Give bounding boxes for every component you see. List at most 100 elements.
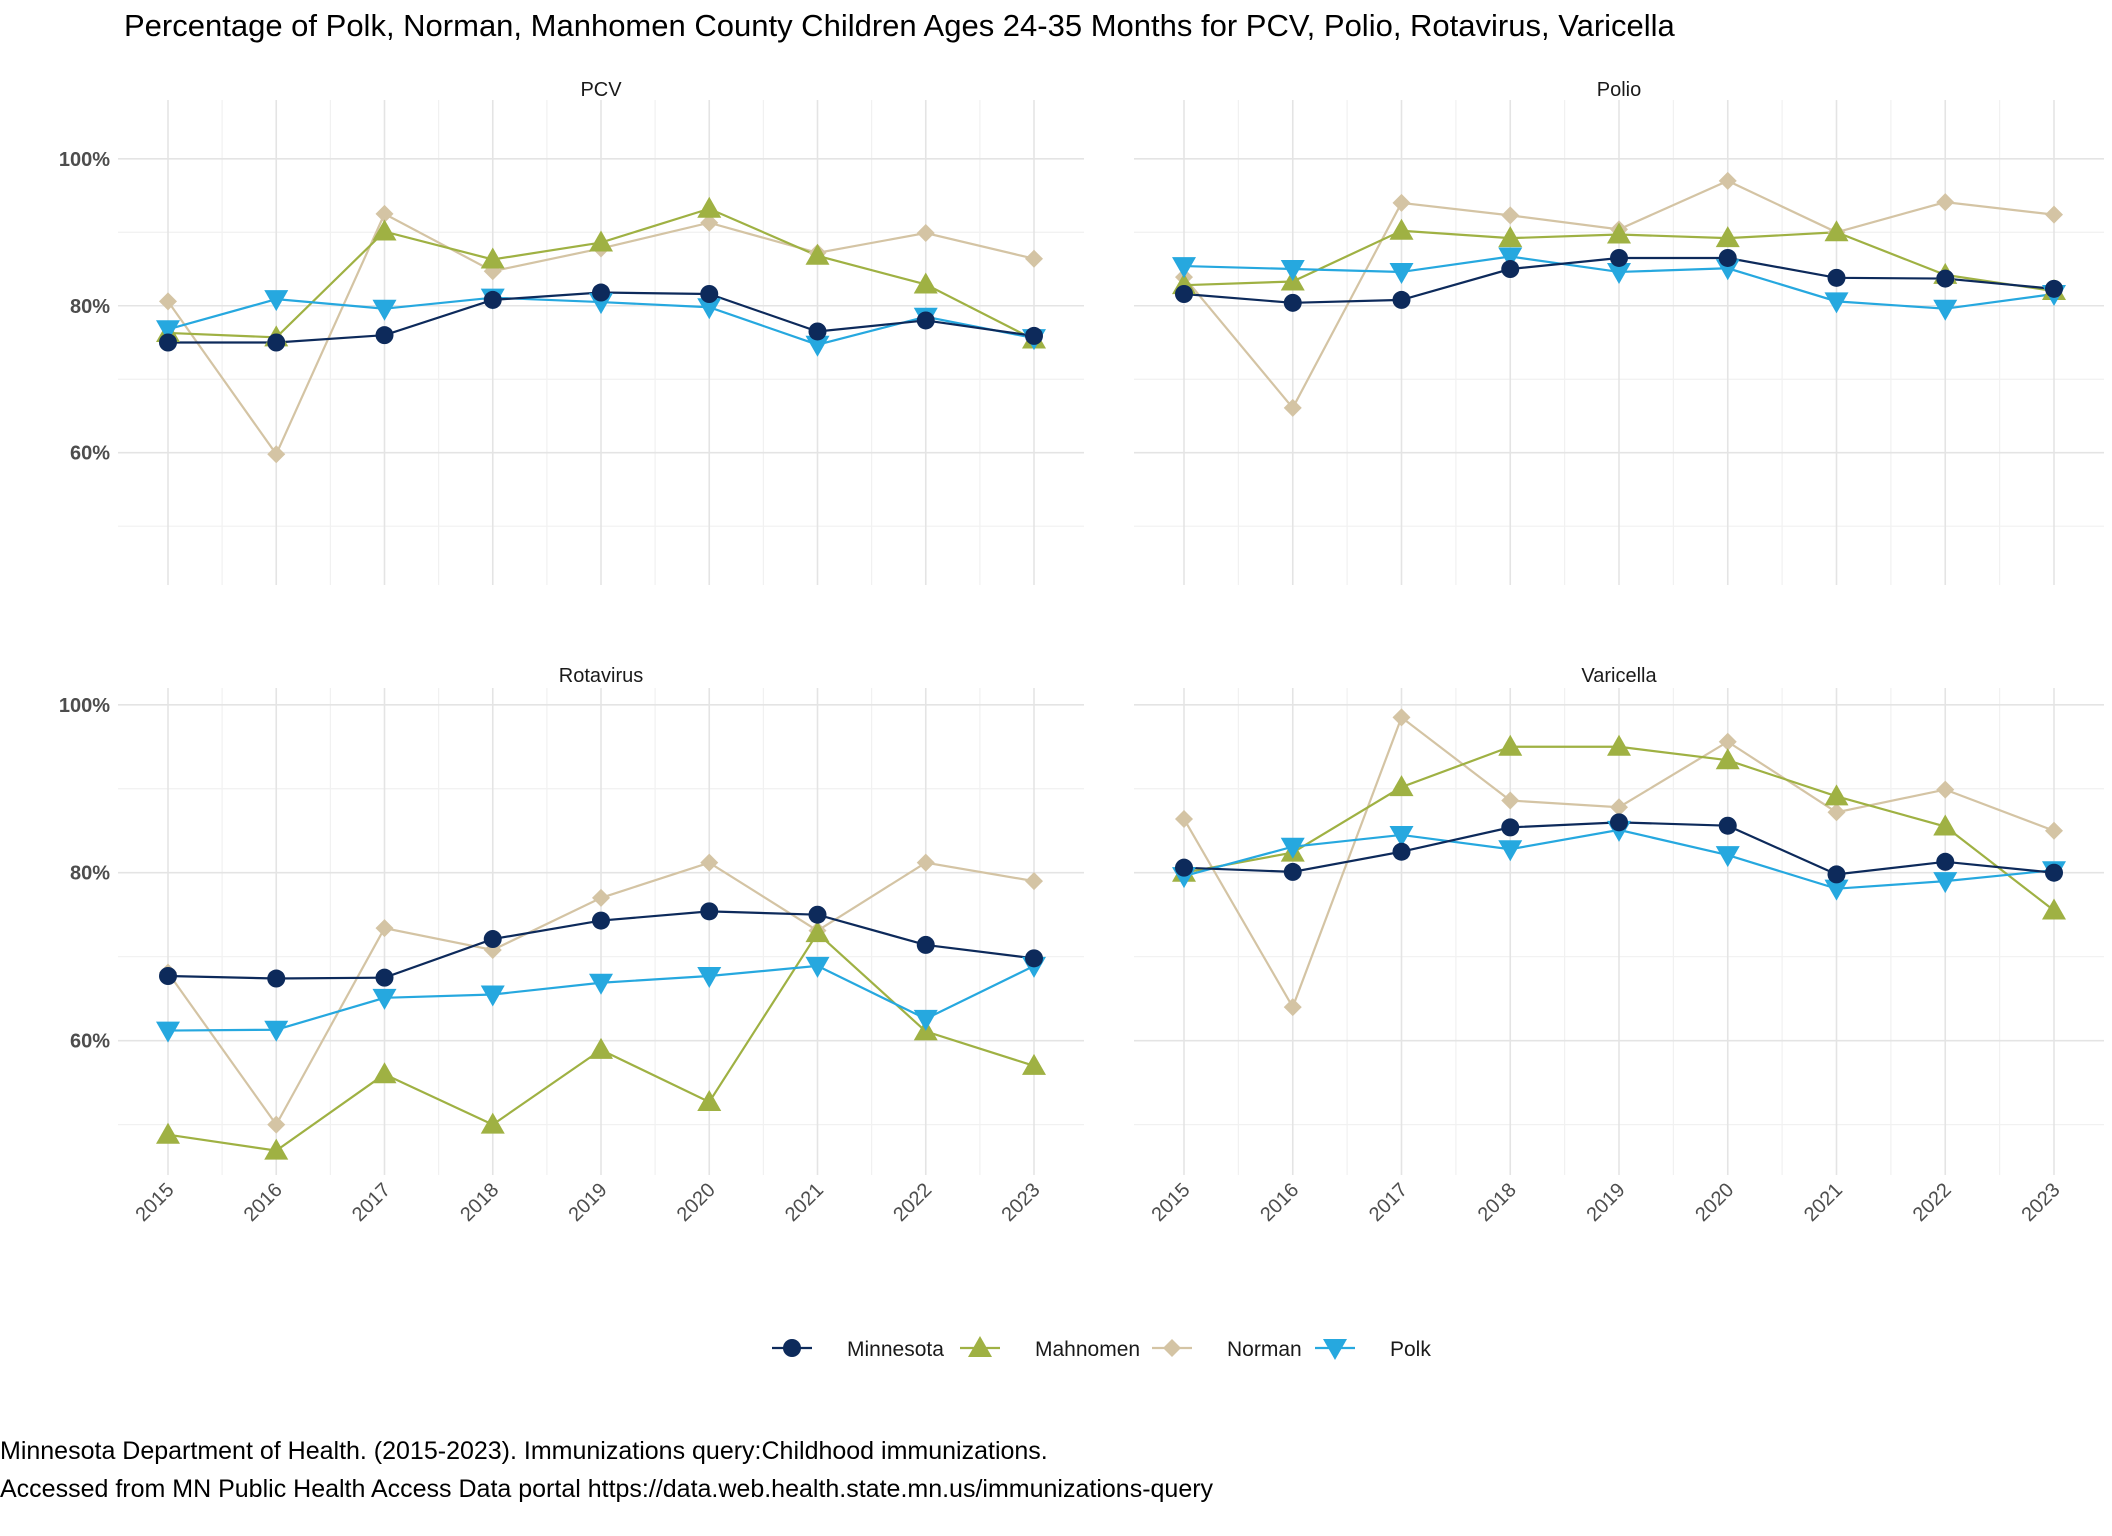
x-tick-label: 2022 [889, 1179, 936, 1226]
data-point-mahnomen [1824, 220, 1849, 242]
data-point-minnesota [267, 333, 286, 352]
data-point-polk [913, 1009, 938, 1031]
data-point-mahnomen [372, 219, 397, 241]
data-point-polk [805, 956, 830, 978]
chart-title: Percentage of Polk, Norman, Manhomen Cou… [124, 8, 1675, 43]
data-point-norman [2045, 205, 2063, 224]
data-point-minnesota [483, 290, 502, 309]
data-point-norman [267, 1115, 286, 1134]
legend-label-mahnomen: Mahnomen [1035, 1338, 1140, 1361]
data-point-polk [1389, 262, 1414, 284]
data-point-mahnomen [589, 1037, 613, 1059]
data-point-minnesota [1175, 858, 1193, 877]
panel-varicella: Varicella 2015 2016 2017 2018 2019 2020 2021 202… [1134, 665, 2104, 1226]
data-point-minnesota [1025, 326, 1043, 345]
legend: Minnesota Mahnomen Norman Polk [772, 1336, 1431, 1361]
data-point-minnesota [700, 902, 719, 921]
data-point-norman [267, 445, 286, 464]
x-tick-label: 2017 [348, 1179, 395, 1226]
source-note: Minnesota Department of Health. (2015-20… [0, 1432, 1213, 1508]
data-point-polk [156, 1021, 180, 1043]
data-point-minnesota [1283, 293, 1302, 312]
data-point-polk [1933, 872, 1958, 894]
x-tick-label: 2019 [565, 1179, 612, 1226]
panel-rotavirus: Rotavirus 60% 80% 100% 2015 2016 2017 2018 2019 2… [59, 665, 1084, 1226]
y-tick-label: 60% [70, 443, 110, 465]
y-tick-label: 80% [70, 863, 110, 885]
data-point-polk [1280, 260, 1305, 282]
data-point-polk [156, 320, 180, 342]
data-point-norman [916, 224, 935, 243]
y-tick-label: 100% [59, 149, 110, 171]
data-point-norman [1392, 193, 1411, 212]
x-tick-label: 2016 [240, 1179, 287, 1226]
panel-title-polio: Polio [1597, 79, 1641, 101]
data-point-mahnomen [1022, 1053, 1046, 1075]
x-tick-label: 2018 [1474, 1179, 1521, 1226]
data-point-polk [1280, 837, 1305, 859]
data-point-minnesota [483, 930, 502, 949]
x-tick-label: 2017 [1365, 1179, 1412, 1226]
x-tick-label: 2015 [132, 1179, 179, 1226]
panel-title-rotavirus: Rotavirus [559, 665, 643, 687]
data-point-mahnomen [1498, 226, 1523, 248]
data-point-mahnomen [1715, 226, 1740, 248]
x-tick-label: 2023 [2018, 1179, 2065, 1226]
data-point-norman [1936, 193, 1955, 212]
x-tick-label: 2022 [1909, 1179, 1956, 1226]
data-point-polk [1824, 879, 1849, 901]
data-point-minnesota [1392, 842, 1411, 861]
data-point-norman [700, 853, 719, 872]
legend-label-minnesota: Minnesota [847, 1338, 944, 1361]
data-point-norman [159, 292, 177, 311]
data-point-polk [1389, 825, 1414, 847]
x-tick-label: 2015 [1148, 1179, 1195, 1226]
y-tick-label: 80% [70, 296, 110, 318]
panel-title-varicella: Varicella [1581, 665, 1657, 687]
data-point-minnesota [1501, 260, 1520, 279]
data-point-norman [1283, 998, 1302, 1017]
data-point-minnesota [2045, 863, 2063, 882]
data-point-mahnomen [264, 1138, 289, 1160]
data-point-norman [592, 888, 610, 907]
data-point-mahnomen [805, 243, 830, 265]
y-tick-label: 60% [70, 1031, 110, 1053]
data-point-norman [1610, 798, 1628, 817]
data-point-polk [697, 967, 722, 989]
data-point-norman [1175, 809, 1193, 828]
data-point-polk [1498, 840, 1523, 862]
x-tick-label: 2020 [673, 1179, 720, 1226]
data-point-norman [375, 919, 394, 938]
data-point-norman [700, 213, 719, 232]
data-point-mahnomen [1389, 218, 1414, 240]
data-point-mahnomen [2042, 898, 2066, 920]
data-point-minnesota [592, 911, 610, 930]
data-point-minnesota [1501, 818, 1520, 837]
data-point-minnesota [700, 285, 719, 303]
x-tick-label: 2020 [1691, 1179, 1738, 1226]
data-point-mahnomen [1607, 222, 1631, 244]
data-point-polk [264, 290, 289, 312]
data-point-minnesota [916, 311, 935, 330]
data-point-norman [1718, 732, 1737, 751]
legend-key-marker-minnesota [783, 1339, 801, 1357]
x-tick-label: 2016 [1256, 1179, 1303, 1226]
data-point-polk [697, 298, 722, 320]
x-tick-label: 2018 [456, 1179, 503, 1226]
data-point-polk [1607, 262, 1631, 284]
data-point-minnesota [159, 333, 177, 352]
data-point-mahnomen [1824, 784, 1849, 806]
data-point-mahnomen [697, 1089, 722, 1111]
data-point-minnesota [1392, 290, 1411, 309]
data-point-minnesota [808, 905, 827, 924]
data-point-mahnomen [480, 247, 505, 269]
data-point-minnesota [267, 969, 286, 988]
data-point-minnesota [159, 967, 177, 986]
data-point-norman [1501, 206, 1520, 225]
data-point-minnesota [1610, 813, 1628, 832]
data-point-polk [1172, 257, 1196, 279]
data-point-mahnomen [480, 1112, 505, 1134]
data-point-mahnomen [1389, 775, 1414, 797]
data-point-norman [1718, 171, 1737, 190]
legend-key-marker-mahnomen [968, 1336, 992, 1357]
